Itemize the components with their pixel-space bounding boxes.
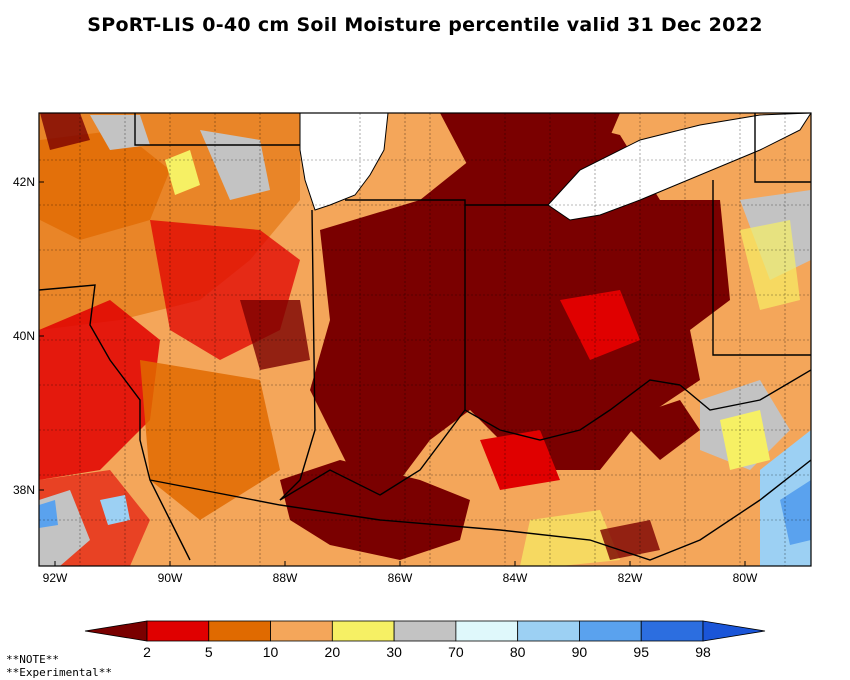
colorbar-swatch	[455, 620, 519, 642]
colorbar-swatch	[331, 620, 395, 642]
red-patch-ohio	[560, 290, 640, 360]
colorbar-label: 20	[325, 644, 341, 660]
colorbar-label: 5	[205, 644, 213, 660]
border-wv-north	[679, 369, 811, 411]
border-pennsylvania	[712, 180, 811, 356]
colorbar-swatch	[579, 620, 642, 642]
lon-tick-84: 84W	[503, 571, 528, 585]
colorbar-label: 80	[510, 644, 526, 660]
colorbar-upper-triangle	[702, 620, 766, 642]
red-region-missouri	[39, 300, 160, 480]
border-illinois-indiana	[279, 209, 316, 501]
county-borders	[39, 113, 811, 566]
lat-tick-42: 42N	[13, 175, 35, 189]
colorbar-swatch	[270, 620, 333, 642]
gray-patch-2	[200, 130, 270, 200]
colorbar-lower-triangle	[84, 620, 148, 642]
colorbar-swatch	[208, 620, 271, 642]
colorbar-label: 98	[695, 644, 711, 660]
colorbar-swatch	[517, 620, 580, 642]
colorbar-swatch	[393, 620, 457, 642]
colorbar: 2 5 10 20 30 70 80 90 95 98	[84, 620, 766, 660]
dark-red-region-kentucky	[280, 460, 470, 560]
map-frame	[38, 112, 812, 567]
lon-tick-86: 86W	[388, 571, 413, 585]
lat-tick-40: 40N	[13, 329, 35, 343]
lon-tick-90: 90W	[158, 571, 183, 585]
county-lines-horizontal	[39, 159, 811, 521]
dark-red-patch-nw	[40, 113, 90, 150]
note-label: **NOTE**	[6, 653, 59, 666]
dark-red-region-michigan	[440, 113, 620, 180]
lake-michigan	[299, 113, 389, 211]
lon-axis: 92W 90W 88W 86W 84W 82W 80W	[43, 561, 758, 585]
border-mississippi	[39, 284, 191, 561]
yellow-patch-1	[165, 150, 200, 195]
colorbar-label: 90	[572, 644, 588, 660]
border-wisconsin	[134, 113, 300, 146]
orange-region-south-illinois	[140, 360, 280, 520]
lat-axis: 42N 40N 38N	[13, 175, 44, 497]
lon-tick-82: 82W	[618, 571, 643, 585]
experimental-label: **Experimental**	[6, 666, 112, 679]
yellow-patch-2	[720, 410, 770, 470]
lat-tick-38: 38N	[13, 483, 35, 497]
border-new-york	[754, 113, 811, 183]
blue-patch-wv-2	[780, 480, 811, 545]
blue-patch-mo	[100, 495, 130, 525]
colorbar-label: 30	[386, 644, 402, 660]
dark-red-patch-illinois	[240, 300, 310, 370]
lon-tick-88: 88W	[273, 571, 298, 585]
colorbar-label: 10	[263, 644, 279, 660]
colorbar-label: 2	[143, 644, 151, 660]
blue-patch-mo-2	[39, 500, 58, 528]
lon-tick-80: 80W	[733, 571, 758, 585]
lake-erie	[547, 113, 811, 221]
map-field	[39, 113, 811, 566]
colorbar-label: 95	[633, 644, 649, 660]
colorbar-swatch	[640, 620, 704, 642]
colorbar-label: 70	[448, 644, 464, 660]
dark-red-patch-se	[600, 520, 660, 560]
colorbar-swatch	[146, 620, 210, 642]
lon-tick-92: 92W	[43, 571, 68, 585]
map-title: SPoRT-LIS 0-40 cm Soil Moisture percenti…	[87, 14, 763, 36]
orange-region-iowa	[40, 130, 170, 240]
dark-red-region-indiana-ohio	[310, 120, 730, 480]
